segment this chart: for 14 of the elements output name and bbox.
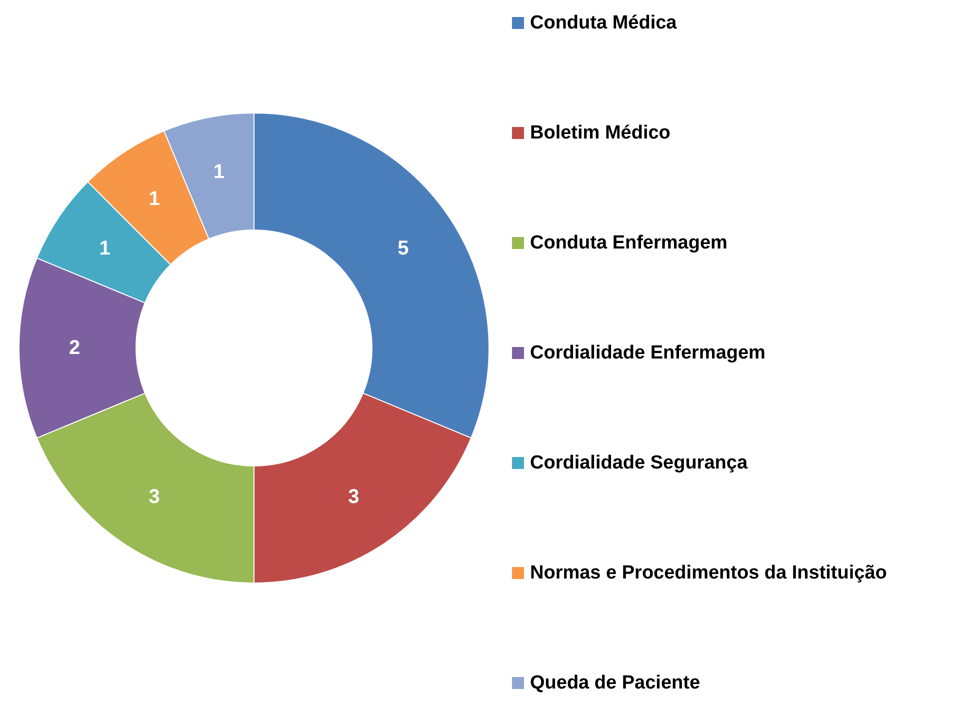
legend-label: Cordialidade Enfermagem bbox=[530, 342, 766, 364]
data-label: 3 bbox=[148, 486, 160, 508]
data-label: 1 bbox=[213, 160, 225, 183]
legend-label: Queda de Paciente bbox=[530, 672, 700, 694]
data-label: 2 bbox=[68, 337, 80, 359]
legend-label: Normas e Procedimentos da Instituição bbox=[530, 562, 887, 584]
data-label: 1 bbox=[99, 237, 110, 260]
legend-label: Conduta Médica bbox=[530, 12, 678, 34]
data-label: 3 bbox=[348, 486, 360, 508]
data-label: 5 bbox=[398, 237, 409, 260]
legend-label: Boletim Médico bbox=[530, 122, 670, 144]
legend-label: Conduta Enfermagem bbox=[530, 232, 728, 254]
data-label: 1 bbox=[148, 188, 160, 210]
legend-label: Cordialidade Segurança bbox=[530, 452, 748, 474]
